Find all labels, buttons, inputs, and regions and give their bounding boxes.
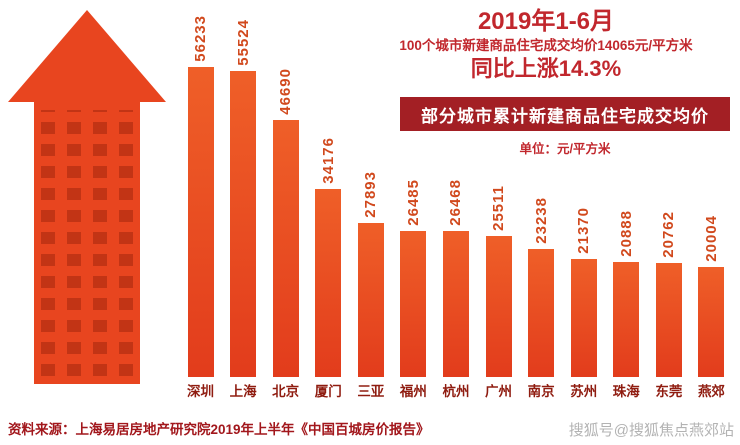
bar-value-label: 46690 xyxy=(277,68,295,115)
bar-city-label: 南京 xyxy=(527,384,555,399)
bar-city-label: 苏州 xyxy=(570,384,598,399)
building-windows-pattern xyxy=(41,110,133,376)
bar-value-label: 55524 xyxy=(234,19,252,66)
bar-value-label: 21370 xyxy=(575,207,593,254)
bar-city-label: 广州 xyxy=(485,384,513,399)
bar-value-label: 20888 xyxy=(617,210,635,257)
bar-city-label: 福州 xyxy=(399,384,427,399)
building-arrow-graphic xyxy=(8,10,166,384)
headline-block: 2019年1-6月 100个城市新建商品住宅成交均价14065元/平方米 同比上… xyxy=(366,8,726,82)
unit-label: 单位：元/平方米 xyxy=(519,142,611,156)
bar-column: 20762 东莞 xyxy=(648,211,689,403)
bar-column: 26468 杭州 xyxy=(435,179,476,403)
bar xyxy=(357,223,384,377)
bar xyxy=(613,262,640,377)
bar xyxy=(272,120,299,377)
bar-city-label: 珠海 xyxy=(612,384,640,399)
bar-chart: 56233 深圳 55524 上海 46690 北京 34176 厦门 27893 三亚 26485… xyxy=(180,15,732,403)
bar-column: 21370 苏州 xyxy=(563,207,604,403)
bar-column: 25511 广州 xyxy=(478,185,519,403)
bar-value-label: 56233 xyxy=(192,15,209,62)
bar-value-label: 26468 xyxy=(447,179,465,226)
bar-city-label: 北京 xyxy=(272,384,300,399)
bar xyxy=(442,231,469,377)
bar-column: 27893 三亚 xyxy=(350,171,391,403)
bar xyxy=(400,231,427,377)
yoy-growth-text: 同比上涨14.3% xyxy=(470,56,622,81)
bar xyxy=(570,259,597,377)
data-source-note: 资料来源：上海易居房地产研究院2019年上半年《中国百城房价报告》 xyxy=(8,422,430,437)
bar-column: 56233 深圳 xyxy=(180,15,221,403)
bar-city-label: 厦门 xyxy=(314,384,342,399)
bar-column: 34176 厦门 xyxy=(308,137,349,403)
bar-city-label: 燕郊 xyxy=(697,384,725,399)
bar-city-label: 三亚 xyxy=(357,384,385,399)
bar-column: 20888 珠海 xyxy=(606,210,647,403)
bar-column: 23238 南京 xyxy=(521,197,562,403)
bar-value-label: 23238 xyxy=(532,197,550,244)
bar-city-label: 上海 xyxy=(229,384,257,399)
bar xyxy=(230,71,257,377)
bar-column: 26485 福州 xyxy=(393,179,434,403)
bar xyxy=(655,263,682,377)
average-price-subtitle: 100个城市新建商品住宅成交均价14065元/平方米 xyxy=(399,38,693,53)
bar-value-label: 20004 xyxy=(702,215,720,262)
bar-value-label: 27893 xyxy=(362,171,380,218)
bar xyxy=(315,189,342,377)
chart-title-banner: 部分城市累计新建商品住宅成交均价 xyxy=(400,97,730,131)
bar-column: 55524 上海 xyxy=(223,19,264,403)
period-title: 2019年1-6月 xyxy=(477,8,615,35)
bar-city-label: 杭州 xyxy=(442,384,470,399)
bar-value-label: 34176 xyxy=(319,137,337,184)
bar-column: 20004 燕郊 xyxy=(691,215,732,403)
arrow-roof-icon xyxy=(8,10,166,102)
bar-value-label: 20762 xyxy=(660,211,678,258)
bar xyxy=(187,67,214,377)
building-body xyxy=(34,102,140,384)
bar xyxy=(485,236,512,377)
bar-city-label: 深圳 xyxy=(187,384,214,399)
bar-value-label: 26485 xyxy=(404,179,422,226)
bar xyxy=(698,267,725,377)
bar-city-label: 东莞 xyxy=(655,384,683,399)
bar-value-label: 25511 xyxy=(490,185,508,231)
bar xyxy=(528,249,555,377)
watermark-text: 搜狐号@搜狐焦点燕郊站 xyxy=(568,422,734,439)
bar-column: 46690 北京 xyxy=(265,68,306,403)
